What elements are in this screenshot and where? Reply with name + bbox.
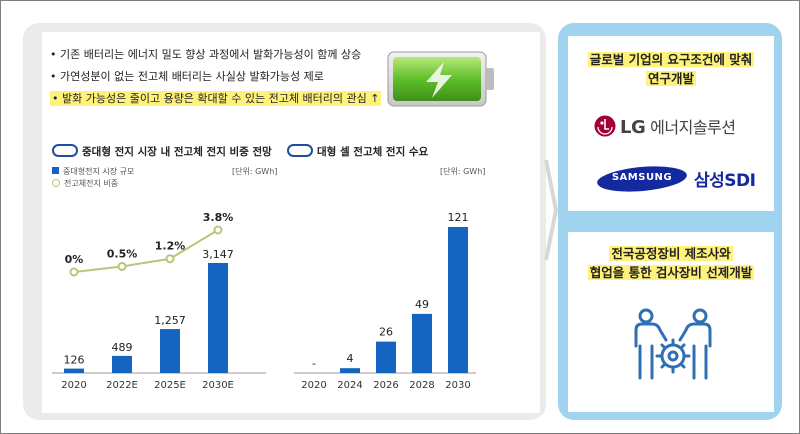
samsung-ellipse-icon [597,166,687,192]
bar-value-label: 1,257 [154,314,186,327]
x-tick-label: 2030E [202,380,234,391]
bar [208,263,228,373]
x-tick-label: 2024 [337,380,362,391]
chart1-unit: [단위: GWh] [232,167,278,176]
chart1-legend-line: 전고체전지 비중 [52,178,118,189]
chevron-right-icon [544,159,558,261]
chart1-legend-bar: 중대형전지 시장 규모 [52,166,134,177]
share-point [117,261,127,271]
x-tick-label: 2028 [409,380,434,391]
x-tick-label: 2020 [61,380,86,391]
share-line [73,229,219,273]
share-point [69,267,79,277]
chart2-unit: [단위: GWh] [440,167,486,176]
legend-square-icon [52,167,59,174]
bullet-list: • 기존 배터리는 에너지 밀도 향상 과정에서 발화가능성이 함께 상승 • … [50,44,382,110]
pill-marker [287,144,313,157]
share-label: 3.8% [203,211,234,224]
bullet-1: • 기존 배터리는 에너지 밀도 향상 과정에서 발화가능성이 함께 상승 [50,48,362,61]
bar [412,313,432,373]
pill-marker [52,144,78,157]
lg-face-icon [594,115,616,137]
share-point [213,225,223,235]
chart1-title: 중대형 전지 시장 내 전고체 전지 비중 전망 [52,144,272,159]
samsung-logo: SAMSUNG [596,166,688,192]
bar [64,368,84,373]
samsung-sdi-text: 삼성SDI [694,171,756,191]
partners-heading: 글로벌 기업의 요구조건에 맞춰 연구개발 [587,52,755,86]
bar [340,368,360,373]
x-tick-label: 2030 [445,380,470,391]
x-tick-label: 2020 [301,380,326,391]
bar-value-label: 489 [112,341,133,354]
share-point [165,254,175,264]
battery-icon [387,51,494,107]
bullet-3-highlight: • 발화 가능성은 줄이고 용량은 확대할 수 있는 전고체 배터리의 관심 ↑ [50,91,382,106]
x-tick-label: 2026 [373,380,398,391]
bullet-2: • 가연성분이 없는 전고체 배터리는 사실상 발화가능성 제로 [50,70,324,83]
bar [112,355,132,373]
bar [448,227,468,373]
lg-name: LG 에너지솔루션 [620,117,736,138]
x-tick-label: 2022E [106,380,138,391]
bar [160,329,180,373]
bar-value-label: 121 [448,211,469,224]
share-label: 1.2% [155,240,186,253]
bullet-3: • 발화 가능성은 줄이고 용량은 확대할 수 있는 전고체 배터리의 관심 ↑ [50,88,382,110]
x-tick-label: 2025E [154,380,186,391]
bar-value-label: 126 [64,354,85,367]
chart2-plot: - 4 26 49 121 2020 2024 2026 2028 2030 [294,211,476,391]
chart1-plot: 126 489 1,257 3,147 2020 2022E 2025E 2030E 0% 0.5… [52,211,266,391]
share-label: 0.5% [107,247,138,260]
equipment-box [568,232,774,412]
lg-name-rest: 에너지솔루션 [650,118,736,137]
legend-circle-icon [52,179,60,187]
chart2-title: 대형 셀 전고체 전지 수요 [287,144,428,159]
collaboration-gear-icon [634,308,712,380]
bar-value-label: 49 [415,298,429,311]
equipment-heading: 전국공정장비 제조사와 협업을 통한 검사장비 선제개발 [587,246,755,280]
bar-value-label: - [312,357,316,370]
share-label: 0% [65,253,84,266]
bar-value-label: 4 [347,352,354,365]
bar-value-label: 3,147 [202,248,234,261]
bar [376,341,396,373]
bar-value-label: 26 [379,326,393,339]
